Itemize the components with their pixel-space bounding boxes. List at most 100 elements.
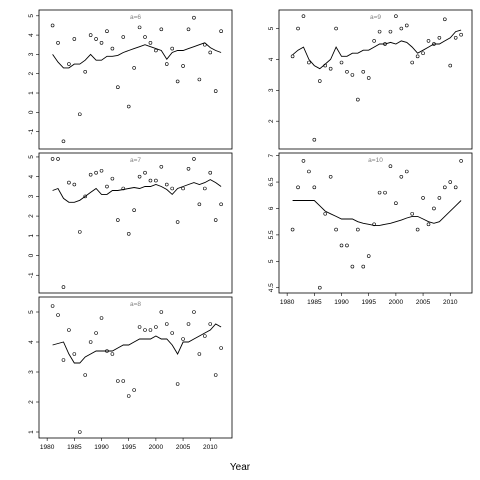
data-point bbox=[159, 27, 164, 32]
x-tick-label: 2005 bbox=[416, 299, 431, 306]
data-point bbox=[399, 174, 404, 179]
panel-label: a=8 bbox=[130, 301, 141, 308]
x-tick-label: 2000 bbox=[389, 299, 404, 306]
data-point bbox=[192, 15, 196, 20]
data-point bbox=[219, 346, 223, 350]
data-point bbox=[437, 196, 442, 200]
data-point bbox=[148, 328, 153, 332]
data-point bbox=[203, 186, 207, 191]
data-point bbox=[345, 243, 349, 248]
data-point bbox=[219, 29, 223, 34]
data-point bbox=[175, 79, 180, 84]
data-point bbox=[426, 39, 431, 43]
data-point bbox=[77, 430, 82, 434]
data-point bbox=[61, 285, 66, 289]
data-point bbox=[148, 178, 153, 183]
data-point bbox=[296, 26, 300, 31]
data-point bbox=[290, 54, 295, 59]
data-point bbox=[443, 17, 447, 22]
data-point bbox=[186, 27, 191, 32]
data-point bbox=[377, 29, 382, 34]
data-point bbox=[181, 337, 185, 341]
data-point bbox=[148, 41, 153, 45]
data-point bbox=[404, 23, 409, 28]
data-point bbox=[121, 186, 126, 191]
x-tick-label: 1985 bbox=[67, 444, 82, 451]
data-point bbox=[334, 227, 338, 232]
data-point bbox=[377, 190, 382, 195]
y-tick-label: 5 bbox=[28, 310, 35, 314]
data-point bbox=[116, 85, 120, 90]
data-point bbox=[99, 41, 104, 45]
data-point bbox=[339, 243, 344, 248]
data-point bbox=[213, 218, 218, 222]
data-point bbox=[72, 352, 77, 356]
data-point bbox=[110, 46, 115, 51]
x-tick-label: 1980 bbox=[280, 299, 295, 306]
data-point bbox=[61, 139, 66, 144]
data-point bbox=[192, 310, 196, 314]
data-point bbox=[197, 202, 202, 207]
data-point bbox=[67, 180, 71, 185]
data-point bbox=[77, 230, 82, 234]
data-point bbox=[94, 170, 98, 175]
data-point bbox=[350, 73, 355, 77]
y-tick-label: 0 bbox=[28, 253, 35, 257]
data-point bbox=[154, 325, 158, 329]
data-point bbox=[290, 227, 295, 232]
data-point bbox=[132, 208, 136, 212]
data-point bbox=[175, 382, 180, 386]
data-point bbox=[110, 352, 115, 356]
panel-frame bbox=[38, 152, 233, 294]
data-point bbox=[77, 112, 82, 117]
y-tick-label: 0 bbox=[28, 110, 35, 114]
panel-5: 4.5 5 5.5 6 6.5 7 1980 1985 1990 1995 2000 2005 2010… bbox=[268, 152, 473, 306]
data-point bbox=[110, 176, 115, 181]
y-tick-label: 2 bbox=[28, 72, 35, 76]
data-point bbox=[88, 33, 93, 37]
y-tick-label: 1 bbox=[28, 234, 35, 238]
data-point bbox=[339, 60, 344, 65]
x-tick-label: 1990 bbox=[94, 444, 109, 451]
data-point bbox=[301, 14, 306, 18]
data-point bbox=[88, 340, 93, 344]
data-point bbox=[99, 168, 104, 173]
data-point bbox=[164, 322, 169, 326]
data-point bbox=[197, 352, 202, 356]
y-tick-label: 4.5 bbox=[268, 283, 275, 292]
data-point bbox=[94, 37, 98, 41]
panel-frame bbox=[38, 9, 233, 150]
y-tick-label: 2 bbox=[28, 400, 35, 404]
data-point bbox=[394, 201, 398, 205]
data-point bbox=[137, 174, 142, 179]
data-point bbox=[121, 379, 126, 383]
data-point bbox=[83, 194, 88, 199]
data-point bbox=[88, 172, 93, 177]
panel-frame bbox=[38, 296, 233, 439]
data-point bbox=[410, 211, 414, 216]
data-point bbox=[443, 185, 447, 190]
data-point bbox=[421, 196, 425, 200]
panel-label: a=10 bbox=[368, 157, 383, 164]
x-tick-label: 1985 bbox=[307, 299, 322, 306]
data-point bbox=[312, 185, 317, 190]
data-point bbox=[56, 41, 60, 45]
data-point bbox=[159, 165, 164, 169]
y-tick-label: 3 bbox=[28, 52, 35, 56]
data-point bbox=[361, 264, 366, 269]
data-point bbox=[307, 169, 311, 174]
data-point bbox=[366, 76, 371, 80]
y-tick-label: 4 bbox=[28, 340, 35, 344]
y-tick-label: 3 bbox=[28, 194, 35, 198]
data-point bbox=[61, 358, 66, 362]
data-point bbox=[159, 310, 164, 314]
data-point bbox=[356, 227, 360, 232]
data-point bbox=[307, 60, 311, 65]
panel-4: 2 3 4 5 a=9 bbox=[268, 9, 473, 150]
data-point bbox=[67, 328, 71, 332]
data-point bbox=[116, 218, 120, 222]
data-point bbox=[181, 186, 185, 191]
data-point bbox=[404, 169, 409, 174]
data-point bbox=[105, 349, 109, 353]
y-tick-label: 4 bbox=[28, 174, 35, 178]
